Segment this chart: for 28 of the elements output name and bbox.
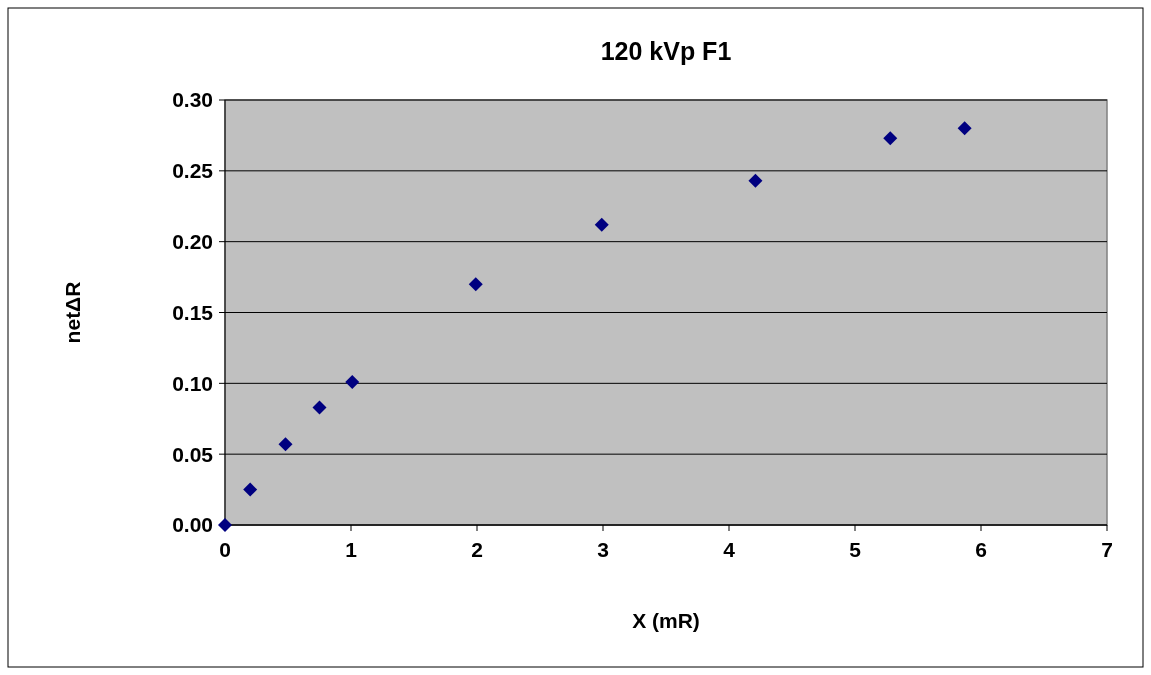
y-tick-label: 0.05 (172, 442, 214, 466)
y-tick-label: 0.20 (172, 230, 213, 254)
x-tick-label: 4 (723, 538, 736, 561)
x-tick-label: 6 (975, 538, 987, 561)
y-tick-label: 0.25 (172, 159, 214, 183)
x-tick-label: 7 (1101, 538, 1113, 561)
point (243, 482, 258, 497)
x-tick-label: 3 (597, 538, 609, 561)
chart-title: 120 kVp F1 (600, 37, 732, 65)
point (957, 121, 972, 136)
point (594, 217, 609, 232)
y-tick-label: 0.30 (172, 88, 213, 112)
y-axis-title: netΔR (61, 281, 84, 344)
y-tick-label: 0.10 (172, 371, 213, 395)
point (278, 437, 293, 452)
x-tick-label: 1 (345, 538, 358, 561)
point (883, 131, 898, 146)
y-tick-label: 0.15 (172, 300, 214, 324)
point (312, 400, 327, 415)
point (345, 374, 360, 389)
x-axis-title: X (mR) (632, 609, 700, 632)
point (468, 277, 483, 292)
point (748, 173, 763, 188)
point (218, 518, 232, 532)
x-tick-label: 2 (471, 538, 483, 561)
y-tick-label: 0.00 (172, 513, 213, 537)
x-tick-label: 5 (849, 538, 862, 561)
x-tick-label: 0 (219, 538, 231, 561)
